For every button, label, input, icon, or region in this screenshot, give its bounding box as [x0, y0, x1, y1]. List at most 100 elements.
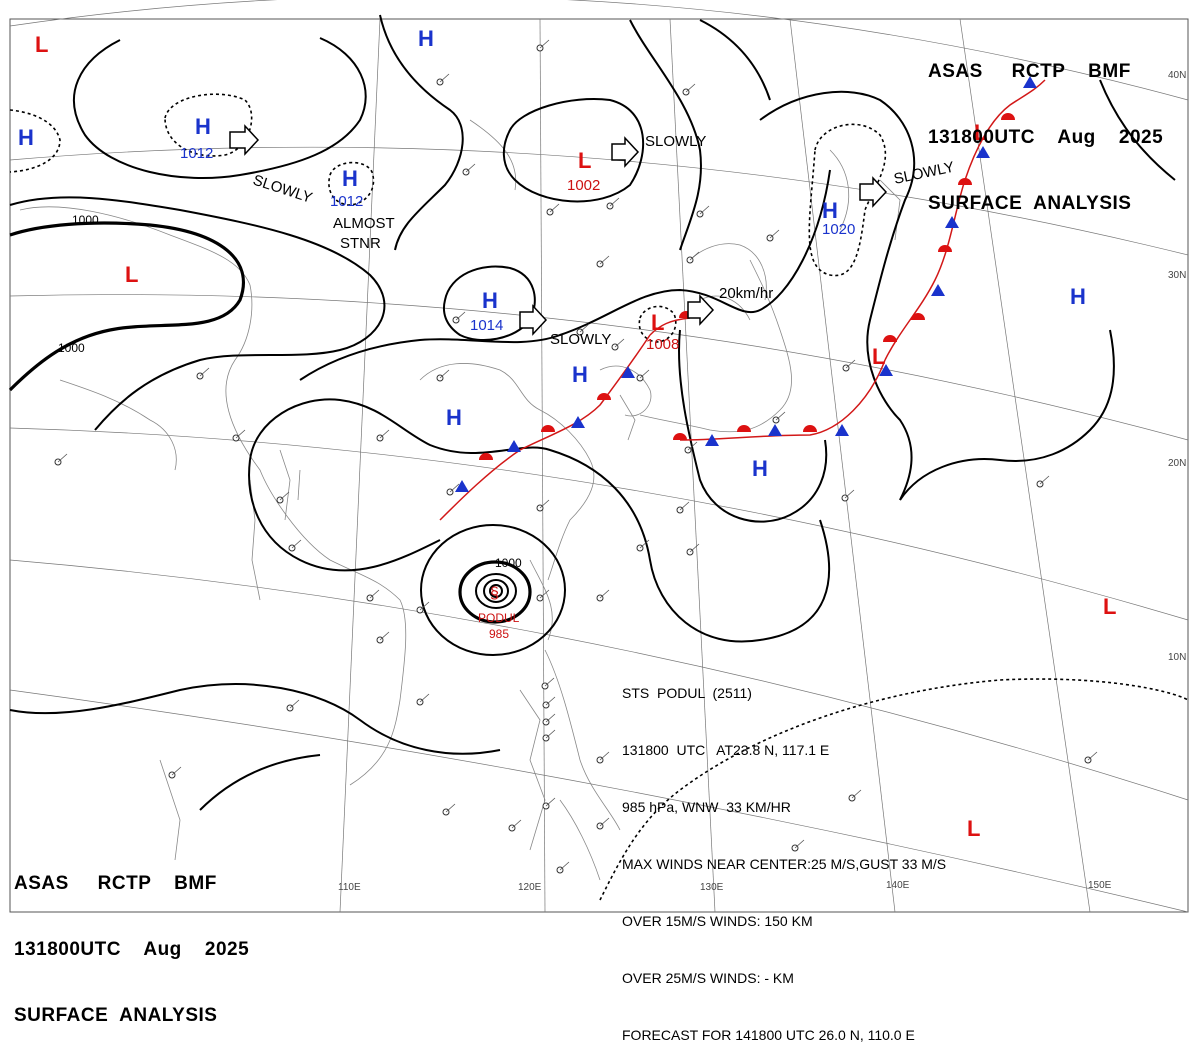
wind-barb — [639, 539, 650, 549]
header-line: SURFACE ANALYSIS — [14, 1005, 218, 1026]
warm-front-symbol — [883, 335, 897, 342]
high-pressure-value: 1014 — [470, 317, 503, 334]
cold-front-symbol — [621, 366, 635, 378]
wind-barb — [609, 197, 620, 207]
wind-barb — [775, 411, 786, 421]
typhoon-icon: § — [490, 585, 499, 602]
lon-label: 140E — [886, 880, 910, 891]
wind-barb — [545, 797, 556, 807]
high-marker: H — [342, 166, 358, 191]
low-marker: L — [578, 148, 591, 173]
wind-barb — [579, 323, 590, 333]
wind-barb — [279, 491, 290, 501]
motion-arrow-icon — [519, 304, 548, 336]
wind-barb — [291, 539, 302, 549]
wind-barb — [455, 311, 466, 321]
coastlines — [19, 119, 901, 881]
lon-label: 110E — [338, 882, 361, 893]
cold-front-symbol — [945, 216, 959, 228]
warm-front-symbol — [1001, 113, 1015, 120]
motion-arrow-icon — [859, 176, 888, 208]
wind-barb — [559, 861, 570, 871]
cold-front-symbol — [455, 480, 469, 492]
warm-front-symbol — [597, 393, 611, 400]
wind-barb — [685, 83, 696, 93]
high-marker: H — [446, 405, 462, 430]
typhoon-info-line: STS PODUL (2511) — [622, 685, 752, 701]
wind-barb — [1039, 475, 1050, 485]
warm-front-symbol — [911, 313, 925, 320]
header-line: ASAS RCTP BMF — [14, 873, 217, 894]
isobars — [8, 14, 1176, 811]
wind-barb — [545, 696, 556, 706]
motion-arrow-icon — [229, 124, 260, 156]
wind-barb — [419, 601, 430, 611]
wind-barb — [844, 489, 855, 499]
motion-label: SLOWLY — [645, 133, 706, 150]
lon-label: 120E — [518, 882, 542, 893]
low-marker: L — [651, 310, 664, 335]
wind-barb — [851, 789, 862, 799]
low-marker: L — [974, 120, 987, 145]
wind-barb — [379, 429, 390, 439]
typhoon-info-line: FORECAST FOR 141800 UTC 26.0 N, 110.0 E — [622, 1027, 915, 1043]
isobar-label: 1000 — [58, 341, 85, 355]
wind-barb — [419, 693, 430, 703]
wind-barb — [539, 39, 550, 49]
typhoon-info-line: OVER 25M/S WINDS: - KM — [622, 970, 794, 986]
typhoon-info-line: 131800 UTC AT23.8 N, 117.1 E — [622, 742, 830, 758]
cold-front-symbol — [705, 434, 719, 446]
wind-barb — [539, 499, 550, 509]
lat-label: 20N — [1168, 458, 1186, 469]
wind-barb — [689, 251, 700, 261]
high-marker: H — [195, 114, 211, 139]
high-marker: H — [822, 198, 838, 223]
wind-barb — [687, 441, 698, 451]
wind-barb — [57, 453, 68, 463]
header-line: ASAS RCTP BMF — [928, 61, 1131, 82]
wind-barb — [171, 766, 182, 776]
cold-front-symbol — [835, 424, 849, 436]
dotted-isobars — [9, 93, 1189, 901]
warm-front-symbol — [541, 425, 555, 432]
wind-barb — [679, 501, 690, 511]
wind-barb — [379, 631, 390, 641]
wind-barb — [445, 803, 456, 813]
chart-header-top: ASAS RCTP BMF 131800UTC Aug 2025 SURFACE… — [928, 17, 1163, 237]
low-marker: L — [967, 816, 980, 841]
low-marker: L — [872, 344, 885, 369]
wind-barb — [599, 255, 610, 265]
cold-front-symbol — [931, 284, 945, 296]
isobar-labels: 1000 1000 1000 — [58, 213, 522, 570]
wind-barb — [545, 729, 556, 739]
isobar-label: 1000 — [72, 213, 99, 227]
lat-label: 40N — [1168, 70, 1186, 81]
lat-label: 30N — [1168, 270, 1186, 281]
wind-barb — [599, 817, 610, 827]
typhoon-name: PODUL — [478, 611, 520, 625]
motion-arrow-icon — [687, 294, 715, 326]
lon-label: 150E — [1088, 880, 1112, 891]
wind-barb — [289, 699, 300, 709]
header-line: 131800UTC Aug 2025 — [928, 127, 1164, 148]
wind-barb — [539, 589, 550, 599]
wind-barb — [599, 751, 610, 761]
high-pressure-value: 1012 — [330, 193, 363, 210]
motion-arrow-icon — [611, 136, 640, 168]
wind-barb — [769, 229, 780, 239]
wind-barb — [369, 589, 380, 599]
wind-barb — [465, 163, 476, 173]
warm-front-symbol — [803, 425, 817, 432]
lon-labels: 110E 120E 130E 140E 150E — [338, 880, 1112, 893]
high-marker: H — [18, 125, 34, 150]
warm-front-symbol — [938, 245, 952, 252]
wind-barb — [549, 203, 560, 213]
isobar-label: 1000 — [495, 556, 522, 570]
typhoon-pressure: 985 — [489, 627, 509, 641]
wind-barb — [614, 338, 625, 348]
motion-arrows — [229, 124, 888, 336]
motion-label: ALMOST — [333, 215, 395, 232]
high-pressure-value: 1012 — [180, 145, 213, 162]
longitude-grid — [339, 18, 1091, 913]
low-marker: L — [35, 32, 48, 57]
